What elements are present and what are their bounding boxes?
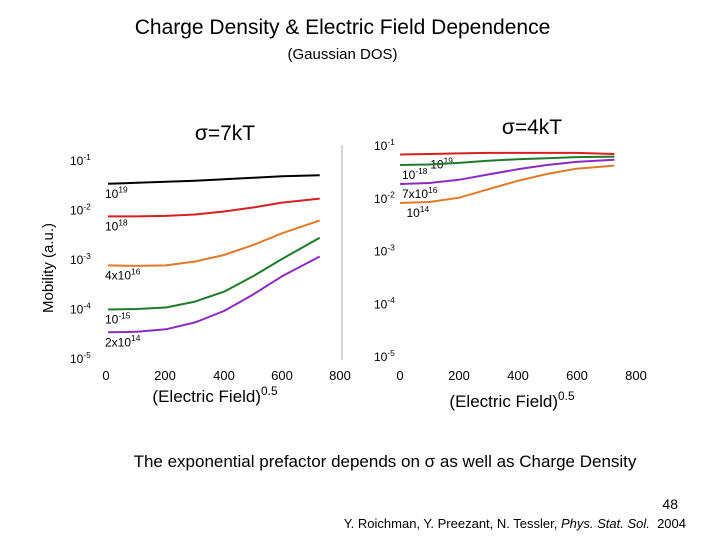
series-label-1e14-exp: 14 — [420, 204, 430, 214]
page-subtitle: (Gaussian DOS) — [287, 46, 398, 63]
panel-1-xlabel-exp: 0.5 — [261, 384, 278, 398]
panel-2-ytick-exp: -2 — [387, 190, 395, 200]
panel-1-ytick: 10-2 — [70, 201, 91, 217]
panel-2-ytick-base: 10 — [374, 297, 388, 311]
citation-authors: Y. Roichman, Y. Preezant, N. Tessler, — [343, 516, 561, 531]
series-label-7e16: 7x1016 — [402, 185, 438, 201]
panel-1-ytick: 10-1 — [70, 152, 91, 168]
panel-1-xlabel: (Electric Field)0.5 — [152, 384, 278, 406]
citation: Y. Roichman, Y. Preezant, N. Tessler, Ph… — [344, 516, 686, 531]
panel-2-ytick: 10-5 — [374, 348, 395, 364]
panel-1-xtick: 800 — [329, 368, 351, 383]
panel-1-ytick-exp: -4 — [83, 300, 91, 310]
series-line-1e18 — [108, 197, 320, 218]
panel-2-ytick-base: 10 — [374, 192, 388, 206]
series-label-1e15-base: 10 — [105, 312, 119, 326]
panel-2-xtick: 200 — [448, 368, 470, 383]
panel-2-title: σ=4kT — [502, 116, 562, 139]
series-label-1e19-exp: 19 — [118, 185, 128, 195]
series-line-1e18 — [399, 155, 615, 166]
panel-2-ytick: 10-2 — [374, 190, 395, 206]
caption-sigma: σ — [424, 452, 436, 471]
panel-1-ytick: 10-5 — [70, 350, 91, 366]
series-line-1e14 — [399, 164, 615, 204]
panel-2-xtick: 0 — [396, 368, 403, 383]
citation-journal: Phys. Stat. Sol. — [560, 516, 650, 531]
page-number: 48 — [662, 496, 678, 512]
series-label-2e14-exp: 14 — [131, 333, 141, 343]
series-line-7e16 — [399, 158, 615, 185]
series-label-1e14-base: 10 — [406, 206, 420, 220]
panel-1-ytick-base: 10 — [70, 352, 84, 366]
series-label-1e18-exp: 18 — [118, 217, 128, 227]
panel-2-ytick-base: 10 — [374, 139, 388, 153]
panel-1-ytick-base: 10 — [70, 253, 84, 267]
panel-2-ytick-base: 10 — [374, 245, 388, 259]
series-line-1e19 — [399, 151, 615, 156]
panel-2-xtick: 400 — [507, 368, 529, 383]
caption-text-before: The exponential prefactor depends on — [133, 452, 425, 471]
panel-1-xtick: 0 — [102, 368, 109, 383]
series-label-1e19-exp: 19 — [444, 155, 454, 165]
panel-1-xtick: 400 — [213, 368, 235, 383]
series-label-4e16-exp: 16 — [131, 266, 141, 276]
panel-2-xlabel-base: (Electric Field) — [449, 392, 558, 411]
panel-2-xtick: 600 — [566, 368, 588, 383]
panel-2-ytick-exp: -5 — [387, 348, 395, 358]
series-label-1e18-base: 10 — [402, 168, 416, 182]
series-label-1e15: 10-15 — [105, 310, 131, 326]
panel-1-ytick-exp: -5 — [83, 350, 91, 360]
series-line-1e19 — [107, 174, 320, 185]
page-title: Charge Density & Electric Field Dependen… — [134, 16, 551, 39]
panel-2-ytick-exp: -4 — [387, 295, 395, 305]
series-label-4e16-base: 4x10 — [105, 268, 131, 282]
panel-1-ytick-base: 10 — [70, 154, 84, 168]
panel-2-ytick-exp: -1 — [387, 137, 395, 147]
panel-1-ytick: 10-4 — [70, 300, 91, 316]
citation-year-gap — [650, 516, 657, 531]
panel-2-xtick: 800 — [625, 368, 647, 383]
series-label-2e14-base: 2x10 — [105, 335, 131, 349]
series-label-4e16: 4x1016 — [105, 266, 141, 282]
panel-1-xtick: 200 — [154, 368, 176, 383]
series-label-2e14: 2x1014 — [105, 333, 141, 349]
series-label-7e16-base: 7x10 — [402, 187, 428, 201]
series-label-1e18: 10-18 — [402, 166, 428, 182]
series-label-1e18-exp: -18 — [415, 166, 427, 176]
series-label-1e15-exp: -15 — [118, 310, 130, 320]
caption-text-after: as well as Charge Density — [435, 452, 637, 471]
panel-1-ytick: 10-3 — [70, 251, 91, 267]
series-label-7e16-exp: 16 — [428, 185, 438, 195]
panel-1-title: σ=7kT — [195, 122, 255, 145]
panel-1-ytick-base: 10 — [70, 303, 84, 317]
series-label-1e19: 1019 — [105, 185, 128, 201]
panel-2-ytick-exp: -3 — [387, 242, 395, 252]
panel-2-ytick: 10-1 — [374, 137, 395, 153]
panel-2-xlabel-exp: 0.5 — [558, 389, 575, 403]
caption: The exponential prefactor depends on σ a… — [0, 452, 720, 472]
panel-1-ytick-exp: -3 — [83, 251, 91, 261]
series-label-1e18: 1018 — [105, 217, 128, 233]
citation-year: 2004 — [657, 516, 686, 531]
series-line-1e15 — [107, 236, 321, 311]
panel-2-ytick-base: 10 — [374, 350, 388, 364]
panel-2-ytick: 10-3 — [374, 242, 395, 258]
panel-2-ytick: 10-4 — [374, 295, 395, 311]
panel-2-xlabel: (Electric Field)0.5 — [449, 389, 575, 411]
series-label-1e19-base: 10 — [105, 187, 119, 201]
series-line-2e14 — [107, 255, 321, 334]
series-label-1e14: 1014 — [406, 204, 429, 220]
panel-1-ytick-exp: -2 — [83, 201, 91, 211]
panel-1-xtick: 600 — [271, 368, 293, 383]
panel-1-ytick-base: 10 — [70, 204, 84, 218]
series-line-4e16 — [107, 219, 321, 267]
panel-1-xlabel-base: (Electric Field) — [152, 387, 261, 406]
y-axis-label: Mobility (a.u.) — [40, 223, 57, 313]
series-label-1e18-base: 10 — [105, 219, 119, 233]
panel-1-ytick-exp: -1 — [83, 152, 91, 162]
